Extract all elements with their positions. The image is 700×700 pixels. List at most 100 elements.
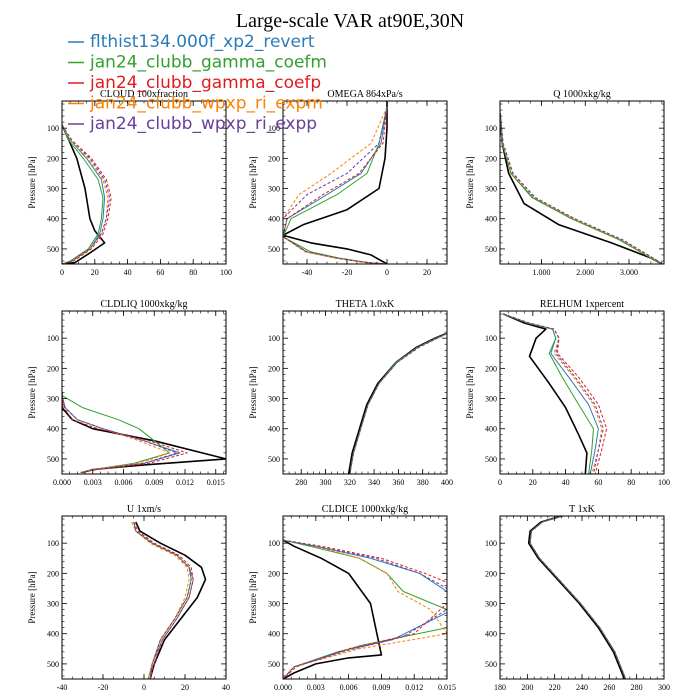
y-tick-label: 400 bbox=[47, 630, 59, 639]
x-tick-label: 0.015 bbox=[438, 683, 456, 692]
panel-title: U 1xm/s bbox=[127, 504, 161, 515]
series-line-5 bbox=[133, 521, 192, 679]
x-tick-label: 0.006 bbox=[340, 683, 358, 692]
x-tick-label: 340 bbox=[368, 478, 380, 487]
legend: flthist134.000f_xp2_revertjan24_clubb_ga… bbox=[68, 32, 327, 134]
legend-entry: jan24_clubb_gamma_coefp bbox=[89, 73, 321, 93]
legend-entry: jan24_clubb_wpxp_ri_expp bbox=[89, 114, 317, 134]
plot-frame bbox=[61, 515, 227, 680]
plot-frame bbox=[499, 515, 665, 680]
x-tick-label: 80 bbox=[189, 268, 197, 277]
x-tick-label: 20 bbox=[181, 683, 189, 692]
y-tick-label: 200 bbox=[485, 569, 497, 578]
y-tick-label: 500 bbox=[485, 660, 497, 669]
panel-7: 0.000 0.003 0.006 0.009 0.012 0.015 100 200 300 4… bbox=[248, 504, 456, 692]
y-tick-label: 400 bbox=[268, 630, 280, 639]
y-tick-label: 400 bbox=[47, 425, 59, 434]
panel-title: RELHUM 1xpercent bbox=[540, 299, 624, 310]
x-tick-label: 300 bbox=[658, 683, 670, 692]
x-tick-label: 0.012 bbox=[405, 683, 423, 692]
x-tick-label: 3.000 bbox=[620, 268, 638, 277]
y-tick-label: 200 bbox=[47, 569, 59, 578]
y-tick-label: 400 bbox=[268, 215, 280, 224]
y-tick-label: 100 bbox=[47, 539, 59, 548]
y-tick-label: 500 bbox=[268, 660, 280, 669]
y-tick-label: 500 bbox=[47, 455, 59, 464]
y-axis-label: Pressure [hPa] bbox=[248, 366, 258, 418]
x-tick-label: 1.000 bbox=[533, 268, 551, 277]
y-axis-label: Pressure [hPa] bbox=[248, 571, 258, 623]
y-tick-label: 300 bbox=[47, 185, 59, 194]
x-tick-label: 200 bbox=[521, 683, 533, 692]
y-tick-label: 500 bbox=[268, 455, 280, 464]
series-line-2 bbox=[529, 516, 627, 679]
y-axis-label: Pressure [hPa] bbox=[465, 366, 475, 418]
y-tick-label: 200 bbox=[47, 364, 59, 373]
series-line-4 bbox=[62, 124, 109, 264]
panel-5: 0 20 40 60 80 100 100 200 300 400 500 Pressure [hPa… bbox=[465, 299, 670, 487]
series-line-0 bbox=[527, 516, 626, 679]
x-tick-label: 0.009 bbox=[145, 478, 163, 487]
series-line-3 bbox=[62, 395, 188, 473]
x-tick-label: 0.009 bbox=[372, 683, 390, 692]
x-tick-label: 0 bbox=[142, 683, 146, 692]
y-tick-label: 300 bbox=[485, 185, 497, 194]
y-tick-label: 100 bbox=[485, 124, 497, 133]
y-tick-label: 300 bbox=[47, 395, 59, 404]
series-line-3 bbox=[529, 516, 627, 679]
series-line-5 bbox=[283, 106, 388, 264]
x-tick-label: 0.000 bbox=[274, 683, 292, 692]
x-tick-label: 0.012 bbox=[176, 478, 194, 487]
y-tick-label: 200 bbox=[485, 154, 497, 163]
x-tick-label: 220 bbox=[549, 683, 561, 692]
y-tick-label: 100 bbox=[485, 539, 497, 548]
plot-frame bbox=[282, 515, 448, 680]
x-tick-label: 20 bbox=[91, 268, 99, 277]
x-tick-label: 40 bbox=[222, 683, 230, 692]
x-tick-label: 320 bbox=[344, 478, 356, 487]
series-line-5 bbox=[349, 333, 447, 474]
series-line-0 bbox=[283, 539, 383, 679]
series-line-3 bbox=[62, 124, 112, 264]
series-line-4 bbox=[131, 521, 190, 679]
panel-6: -40 -20 0 20 40 100 200 300 400 500 Pressure [hPa]… bbox=[27, 504, 230, 692]
x-tick-label: 20 bbox=[423, 268, 431, 277]
y-tick-label: 400 bbox=[485, 215, 497, 224]
y-axis-label: Pressure [hPa] bbox=[27, 366, 37, 418]
series-group bbox=[62, 392, 226, 474]
series-line-3 bbox=[503, 313, 608, 474]
panel-4: 280 300 320 340 360 380 400 100 200 300 400 500 Pres… bbox=[248, 299, 453, 487]
series-group bbox=[62, 124, 112, 264]
x-tick-label: 100 bbox=[220, 268, 232, 277]
series-line-4 bbox=[349, 333, 447, 474]
x-tick-label: 280 bbox=[631, 683, 643, 692]
series-line-1 bbox=[349, 333, 447, 474]
x-tick-label: 40 bbox=[124, 268, 132, 277]
series-group bbox=[500, 113, 664, 264]
series-line-5 bbox=[500, 113, 664, 264]
panel-8: 180 200 220 240 260 280 300 100 200 300 400 500 T 1x… bbox=[485, 504, 670, 692]
series-line-5 bbox=[503, 313, 604, 474]
series-line-2 bbox=[62, 124, 104, 264]
y-tick-label: 500 bbox=[485, 455, 497, 464]
series-line-4 bbox=[500, 113, 663, 264]
y-tick-label: 200 bbox=[268, 154, 280, 163]
series-line-3 bbox=[283, 539, 447, 679]
panel-title: Q 1000xkg/kg bbox=[553, 89, 611, 100]
y-tick-label: 300 bbox=[485, 600, 497, 609]
series-line-3 bbox=[133, 521, 194, 679]
series-group bbox=[527, 516, 627, 679]
series-line-0 bbox=[62, 124, 106, 264]
x-tick-label: 20 bbox=[529, 478, 537, 487]
y-tick-label: 500 bbox=[485, 245, 497, 254]
x-tick-label: 60 bbox=[156, 268, 164, 277]
series-line-5 bbox=[62, 395, 178, 473]
series-line-5 bbox=[529, 516, 627, 679]
panel-2: 1.000 2.000 3.000 100 200 300 400 500 Pressure [… bbox=[465, 89, 665, 277]
y-tick-label: 100 bbox=[485, 334, 497, 343]
series-line-0 bbox=[502, 313, 588, 474]
series-line-4 bbox=[529, 516, 627, 679]
y-tick-label: 300 bbox=[268, 395, 280, 404]
panel-title: CLDLIQ 1000xkg/kg bbox=[101, 299, 188, 310]
series-line-0 bbox=[135, 521, 207, 679]
